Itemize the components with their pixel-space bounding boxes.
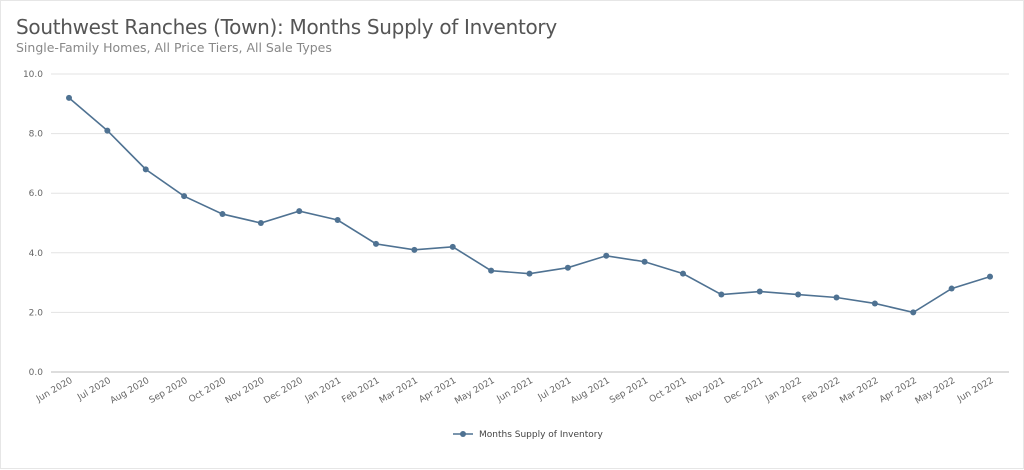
legend-label: Months Supply of Inventory (479, 430, 603, 440)
y-tick-label: 6.0 (29, 189, 44, 199)
data-point (718, 291, 725, 298)
x-tick-label: May 2022 (914, 376, 957, 407)
x-tick-label: Jul 2021 (536, 376, 574, 403)
y-tick-label: 8.0 (29, 130, 44, 140)
data-point (603, 252, 610, 259)
data-point (142, 166, 149, 173)
data-point (104, 127, 111, 134)
data-point (641, 258, 648, 265)
x-tick-label: Jan 2022 (763, 376, 803, 405)
x-tick-label: Apr 2022 (878, 376, 919, 405)
y-tick-label: 4.0 (29, 249, 44, 259)
data-point (488, 267, 495, 274)
x-tick-label: Sep 2020 (148, 376, 190, 406)
x-tick-label: Feb 2021 (340, 376, 381, 406)
x-tick-label: Apr 2021 (417, 376, 458, 405)
x-tick-label: Mar 2022 (838, 376, 880, 406)
x-tick-label: Nov 2021 (684, 376, 727, 406)
data-point (833, 294, 840, 301)
x-tick-label: Oct 2020 (187, 376, 228, 405)
x-tick-label: Sep 2021 (608, 376, 650, 406)
data-point (449, 243, 456, 250)
data-point (181, 193, 188, 200)
data-point (987, 273, 993, 280)
data-point (334, 217, 341, 224)
data-point (66, 94, 72, 101)
x-tick-label: Jun 2021 (495, 376, 535, 405)
x-tick-label: Aug 2020 (109, 376, 152, 406)
chart-subtitle: Single-Family Homes, All Price Tiers, Al… (16, 40, 332, 55)
x-tick-label: Dec 2020 (262, 376, 305, 406)
data-point (795, 291, 802, 298)
data-point (257, 220, 264, 226)
chart-title: Southwest Ranches (Town): Months Supply … (16, 15, 557, 39)
x-tick-label: Jan 2021 (303, 376, 343, 405)
x-tick-label: Jun 2020 (34, 376, 75, 405)
series-line (68, 97, 991, 314)
data-point (680, 270, 686, 277)
data-point (756, 288, 763, 295)
data-point (219, 211, 226, 218)
legend-marker (460, 431, 466, 437)
x-tick-label: Feb 2022 (801, 376, 842, 406)
data-point (910, 309, 917, 316)
y-tick-label: 10.0 (23, 70, 43, 80)
data-point (564, 264, 571, 271)
data-point (871, 300, 878, 307)
data-point (948, 285, 955, 292)
data-point (526, 270, 533, 277)
y-tick-label: 0.0 (29, 368, 44, 378)
y-tick-label: 2.0 (29, 308, 44, 318)
x-tick-label: Jun 2022 (955, 376, 995, 405)
data-point (296, 208, 303, 215)
x-tick-label: Nov 2020 (224, 376, 267, 406)
data-point (373, 240, 379, 247)
data-point (411, 246, 418, 253)
x-tick-label: May 2021 (453, 376, 496, 407)
x-tick-label: Mar 2021 (378, 376, 420, 406)
x-tick-label: Dec 2021 (723, 376, 765, 406)
x-tick-label: Aug 2021 (569, 376, 612, 406)
x-tick-label: Oct 2021 (648, 376, 689, 405)
x-tick-label: Jul 2020 (75, 376, 113, 404)
